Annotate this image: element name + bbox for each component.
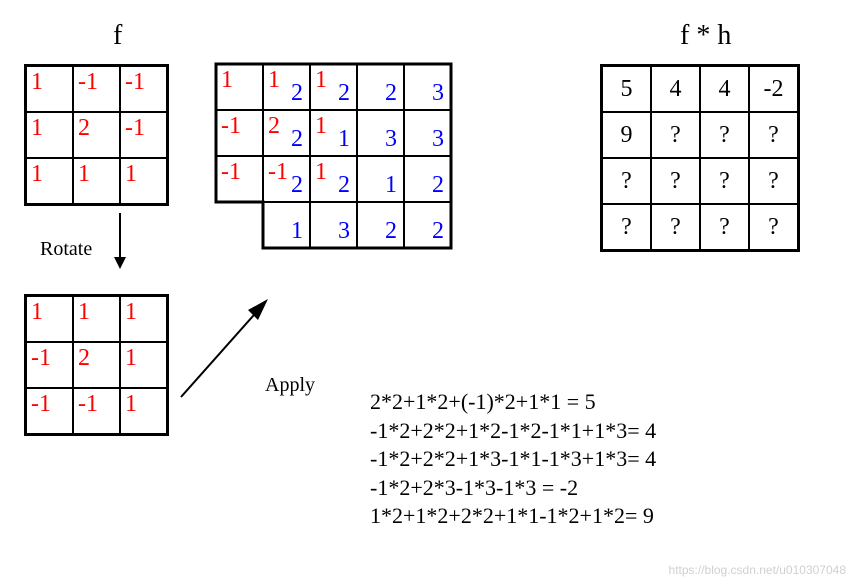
cell: ? [749,158,798,204]
cell: 2 [73,342,120,388]
equation-line: -1*2+2*2+1*2-1*2-1*1+1*3= 4 [370,417,656,446]
cell: 1 [26,296,73,342]
equation-line: -1*2+2*2+1*3-1*1-1*3+1*3= 4 [370,445,656,474]
overlay-outline [214,62,453,250]
cell: ? [700,204,749,250]
cell: 1 [26,66,73,112]
cell: -1 [120,112,167,158]
cell: ? [651,112,700,158]
cell: ? [749,112,798,158]
cell: 1 [26,158,73,204]
cell: 1 [26,112,73,158]
cell: ? [749,204,798,250]
cell: -1 [26,342,73,388]
title-fh: f * h [680,20,731,52]
cell: ? [700,112,749,158]
rotate-label: Rotate [40,238,92,261]
cell: 1 [73,158,120,204]
cell: ? [602,158,651,204]
cell: 1 [120,296,167,342]
cell: -1 [120,66,167,112]
cell: ? [700,158,749,204]
cell: 5 [602,66,651,112]
matrix-f: 1-1-112-1111 [24,64,169,206]
cell: 2 [73,112,120,158]
cell: 1 [120,158,167,204]
cell: 1 [120,388,167,434]
equation-line: 2*2+1*2+(-1)*2+1*1 = 5 [370,388,656,417]
rotate-arrow-icon [110,213,130,269]
cell: -1 [73,388,120,434]
cell: -2 [749,66,798,112]
watermark: https://blog.csdn.net/u010307048 [669,563,846,577]
cell: ? [651,158,700,204]
cell: 4 [700,66,749,112]
cell: ? [602,204,651,250]
apply-arrow-icon [176,292,276,402]
cell: 9 [602,112,651,158]
equation-block: 2*2+1*2+(-1)*2+1*1 = 5 -1*2+2*2+1*2-1*2-… [370,388,656,531]
cell: 1 [120,342,167,388]
cell: 1 [73,296,120,342]
matrix-overlay: 1121223-1221133-1-1212121322 [216,64,451,248]
matrix-f-rotated: 111-121-1-11 [24,294,169,436]
matrix-result: 544-29??????????? [600,64,800,252]
cell: -1 [73,66,120,112]
equation-line: 1*2+1*2+2*2+1*1-1*2+1*2= 9 [370,502,656,531]
title-f: f [113,20,122,52]
cell: ? [651,204,700,250]
cell: 4 [651,66,700,112]
equation-line: -1*2+2*3-1*3-1*3 = -2 [370,474,656,503]
cell: -1 [26,388,73,434]
